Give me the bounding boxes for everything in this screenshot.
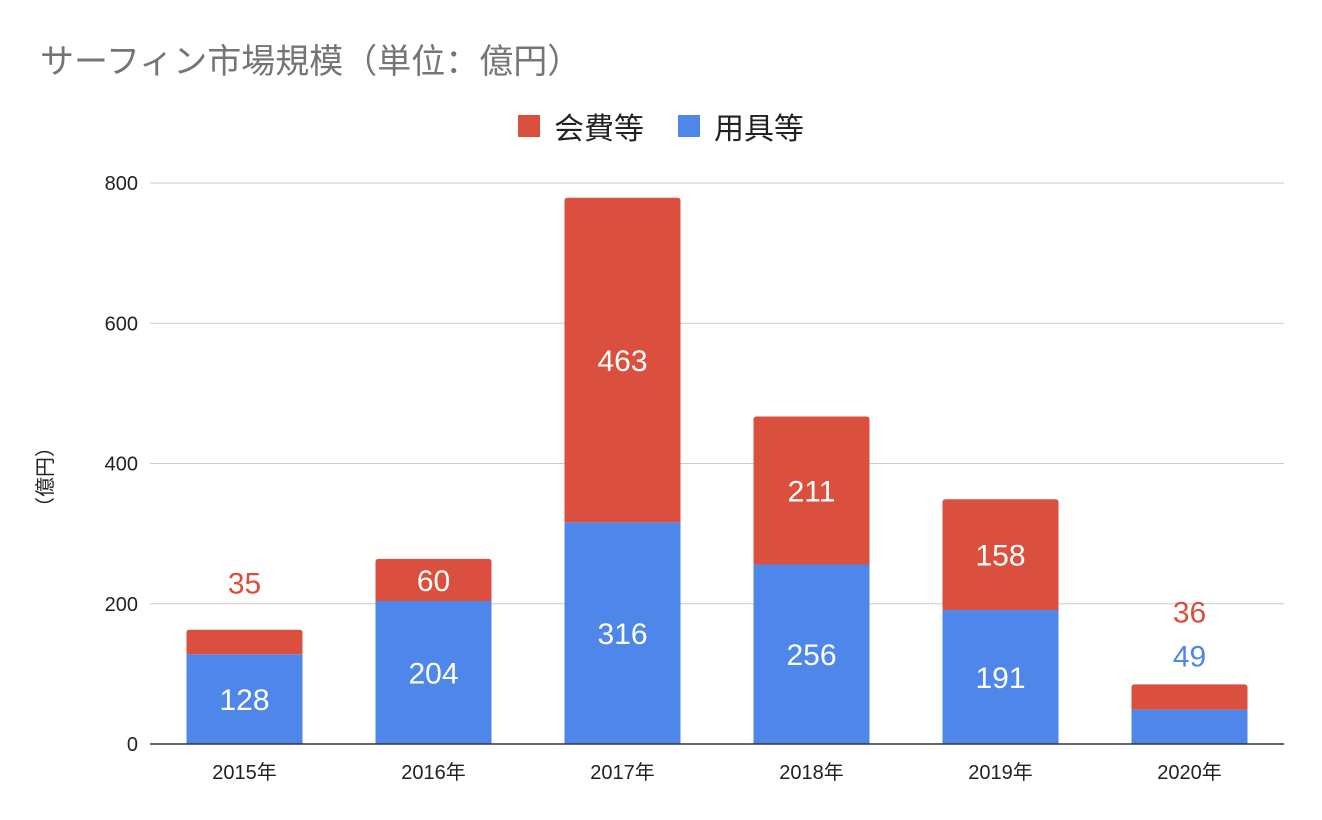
x-tick-label: 2016年 xyxy=(401,761,466,784)
gridlines xyxy=(150,182,1284,605)
x-tick-label: 2015年 xyxy=(212,761,277,784)
y-tick-label: 200 xyxy=(105,594,138,616)
x-tick-label: 2017年 xyxy=(590,761,655,784)
y-tick-label: 800 xyxy=(105,173,138,195)
data-label-equipment: 316 xyxy=(597,618,647,651)
bars xyxy=(186,197,1248,744)
y-tick-label: 0 xyxy=(127,734,138,756)
data-label-fees: 35 xyxy=(228,568,261,601)
bar-segment-fees xyxy=(186,629,303,655)
data-label-fees: 60 xyxy=(417,565,450,598)
data-label-fees: 36 xyxy=(1173,596,1206,629)
bar-segment-fees xyxy=(942,499,1059,611)
axes: 0 200 400 600 800 2015年 2016年 2017年 2018年 2019年 20… xyxy=(105,173,1284,784)
legend-label-equipment: 用具等 xyxy=(714,112,804,147)
data-label-equipment: 204 xyxy=(408,657,458,690)
bar-segment-equipment xyxy=(942,610,1059,744)
bar-segment-fees xyxy=(1131,684,1248,710)
data-label-equipment: 49 xyxy=(1173,640,1206,673)
data-label-fees: 211 xyxy=(788,475,836,508)
data-label-equipment: 256 xyxy=(786,639,836,672)
bar-segment-equipment xyxy=(564,522,681,744)
legend-label-fees: 会費等 xyxy=(554,112,644,147)
bar-segment-fees xyxy=(375,558,492,601)
x-tick-label: 2020年 xyxy=(1157,761,1222,784)
data-label-fees: 158 xyxy=(975,540,1025,573)
data-label-equipment: 128 xyxy=(219,684,269,717)
legend-item-fees: 会費等 xyxy=(518,104,644,148)
x-tick-label: 2018年 xyxy=(779,761,844,784)
chart-title: サーフィン市場規模（単位：億円） xyxy=(40,42,582,82)
legend-swatch-equipment xyxy=(678,115,700,137)
x-tick-label: 2019年 xyxy=(968,761,1033,784)
data-label-fees: 463 xyxy=(597,345,647,378)
data-labels: 128 35 204 60 316 463 256 211 191 158 49 36 xyxy=(219,345,1206,717)
legend: 会費等 用具等 xyxy=(0,104,1322,148)
data-label-equipment: 191 xyxy=(975,662,1025,695)
y-tick-label: 400 xyxy=(105,454,138,476)
legend-swatch-fees xyxy=(518,115,540,137)
bar-segment-fees xyxy=(564,197,681,523)
bar-segment-equipment xyxy=(375,600,492,744)
bar-segment-equipment xyxy=(1131,709,1248,744)
bar-segment-fees xyxy=(753,416,870,565)
y-axis-title: （億円） xyxy=(33,437,57,517)
bar-segment-equipment xyxy=(186,654,303,744)
bar-segment-equipment xyxy=(753,564,870,744)
y-tick-label: 600 xyxy=(105,313,138,335)
legend-item-equipment: 用具等 xyxy=(678,104,804,148)
